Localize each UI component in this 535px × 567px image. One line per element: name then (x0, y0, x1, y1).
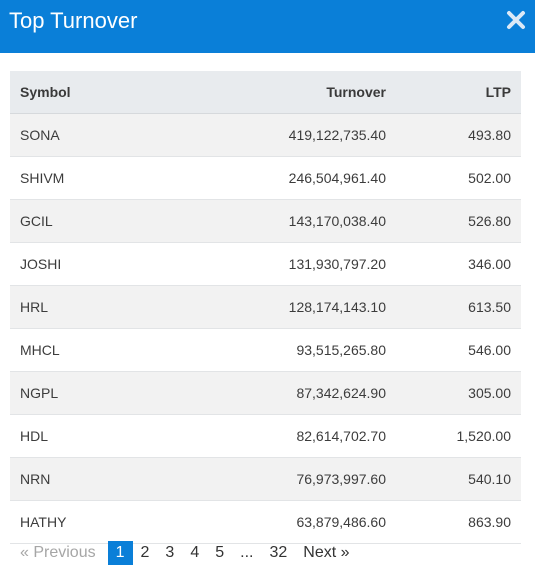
modal-header: Top Turnover (0, 0, 535, 53)
column-header-symbol[interactable]: Symbol (10, 71, 150, 114)
table-row[interactable]: NRN 76,973,997.60 540.10 (10, 457, 521, 501)
table-row[interactable]: HDL 82,614,702.70 1,520.00 (10, 414, 521, 458)
cell-symbol: NGPL (10, 371, 150, 415)
cell-symbol: HRL (10, 285, 150, 329)
table-row[interactable]: HATHY 63,879,486.60 863.90 (10, 500, 521, 544)
table-row[interactable]: JOSHI 131,930,797.20 346.00 (10, 242, 521, 286)
cell-symbol: HDL (10, 414, 150, 458)
cell-ltp: 502.00 (396, 156, 521, 200)
column-header-ltp[interactable]: LTP (396, 71, 521, 114)
table-row[interactable]: HRL 128,174,143.10 613.50 (10, 285, 521, 329)
page-32-button[interactable]: 32 (269, 544, 288, 561)
cell-turnover: 87,342,624.90 (150, 371, 396, 415)
cell-turnover: 93,515,265.80 (150, 328, 396, 372)
cell-ltp: 493.80 (396, 113, 521, 157)
cell-symbol: NRN (10, 457, 150, 501)
cell-turnover: 143,170,038.40 (150, 199, 396, 243)
cell-turnover: 419,122,735.40 (150, 113, 396, 157)
next-page-button[interactable]: Next » (303, 544, 350, 561)
cell-ltp: 305.00 (396, 371, 521, 415)
turnover-table: Symbol Turnover LTP SONA 419,122,735.40 … (10, 71, 521, 544)
page-4-button[interactable]: 4 (190, 544, 200, 561)
page-ellipsis: ... (240, 544, 254, 561)
page-1-button[interactable]: 1 (107, 541, 133, 565)
previous-page-button[interactable]: « Previous (20, 544, 96, 561)
cell-turnover: 246,504,961.40 (150, 156, 396, 200)
page-3-button[interactable]: 3 (165, 544, 175, 561)
table-row[interactable]: SHIVM 246,504,961.40 502.00 (10, 156, 521, 200)
column-header-turnover[interactable]: Turnover (150, 71, 396, 114)
cell-ltp: 526.80 (396, 199, 521, 243)
cell-turnover: 128,174,143.10 (150, 285, 396, 329)
table-row[interactable]: NGPL 87,342,624.90 305.00 (10, 371, 521, 415)
modal-title: Top Turnover (9, 8, 138, 33)
page-5-button[interactable]: 5 (215, 544, 225, 561)
cell-ltp: 540.10 (396, 457, 521, 501)
close-icon[interactable] (505, 9, 527, 31)
table-header-row: Symbol Turnover LTP (10, 71, 521, 114)
cell-ltp: 613.50 (396, 285, 521, 329)
cell-ltp: 1,520.00 (396, 414, 521, 458)
cell-symbol: SONA (10, 113, 150, 157)
cell-turnover: 76,973,997.60 (150, 457, 396, 501)
table-row[interactable]: MHCL 93,515,265.80 546.00 (10, 328, 521, 372)
cell-ltp: 346.00 (396, 242, 521, 286)
cell-turnover: 131,930,797.20 (150, 242, 396, 286)
cell-symbol: SHIVM (10, 156, 150, 200)
cell-ltp: 546.00 (396, 328, 521, 372)
cell-symbol: GCIL (10, 199, 150, 243)
cell-ltp: 863.90 (396, 500, 521, 544)
pagination: « Previous 1 2 3 4 5 ... 32 Next » (10, 540, 350, 566)
cell-symbol: JOSHI (10, 242, 150, 286)
cell-turnover: 82,614,702.70 (150, 414, 396, 458)
cell-turnover: 63,879,486.60 (150, 500, 396, 544)
cell-symbol: MHCL (10, 328, 150, 372)
table-row[interactable]: GCIL 143,170,038.40 526.80 (10, 199, 521, 243)
table-row[interactable]: SONA 419,122,735.40 493.80 (10, 113, 521, 157)
page-2-button[interactable]: 2 (140, 544, 150, 561)
cell-symbol: HATHY (10, 500, 150, 544)
